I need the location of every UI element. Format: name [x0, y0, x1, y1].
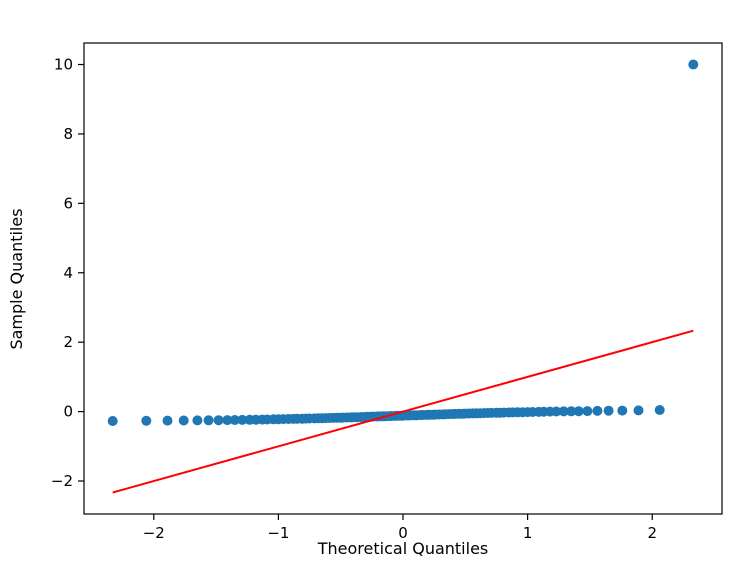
x-tick-label: 2: [647, 524, 657, 542]
plot-contents: −2 −1 0 1 2 −2 0 2 4 6 8 10: [51, 56, 699, 542]
data-point: [213, 415, 224, 426]
plot-frame: [83, 42, 723, 515]
data-point: [203, 415, 214, 426]
data-point: [654, 405, 665, 415]
y-tick-label: −2: [51, 472, 73, 490]
data-point: [617, 405, 628, 416]
data-point: [592, 405, 603, 416]
y-tick-label: 8: [63, 125, 73, 143]
data-point: [582, 406, 593, 417]
data-point: [566, 406, 577, 417]
y-tick-label: 0: [63, 403, 73, 421]
x-tick-label: −1: [267, 524, 289, 542]
data-point: [162, 415, 173, 426]
x-tick-label: 1: [523, 524, 533, 542]
data-point: [107, 416, 118, 426]
x-axis-label: Theoretical Quantiles: [317, 539, 489, 558]
data-point: [688, 59, 699, 70]
reference-line: [112, 329, 694, 494]
data-point: [237, 414, 248, 425]
data-point: [229, 415, 240, 425]
y-tick-label: 4: [63, 264, 73, 282]
y-tick-label: 2: [63, 333, 73, 351]
data-point: [558, 406, 569, 417]
data-point: [603, 405, 614, 416]
data-point: [222, 415, 233, 426]
y-tick-label: 6: [63, 194, 73, 212]
data-point: [192, 415, 203, 426]
y-tick-label: 10: [54, 56, 73, 74]
y-axis-label: Sample Quantiles: [7, 208, 26, 349]
x-tick-label: 0: [398, 524, 408, 542]
data-point: [633, 405, 644, 416]
data-point: [178, 415, 189, 426]
data-point: [551, 406, 562, 417]
data-point: [141, 415, 152, 426]
data-point: [573, 406, 584, 417]
x-tick-label: −2: [143, 524, 165, 542]
